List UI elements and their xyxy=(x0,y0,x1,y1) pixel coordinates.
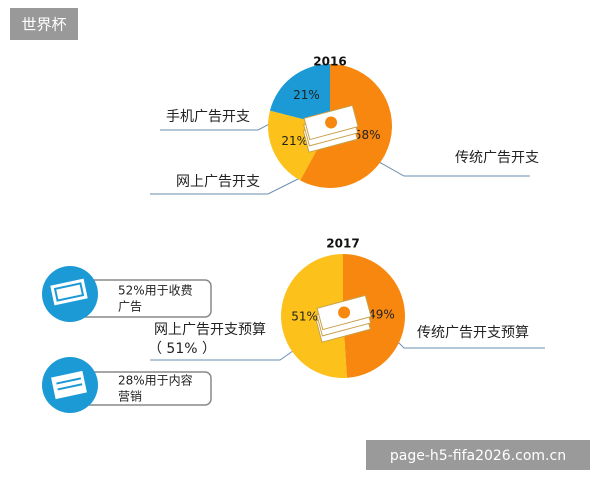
value-label: 51% xyxy=(291,310,318,324)
callout-text: 28%用于内容 xyxy=(118,373,193,388)
pie-slice xyxy=(269,64,330,126)
watermark: page-h5-fifa2026.com.cn xyxy=(390,448,566,464)
doc-icon xyxy=(56,377,82,385)
doc-icon xyxy=(51,370,87,400)
value-label: 21% xyxy=(281,134,308,148)
doc-icon xyxy=(57,383,83,391)
leader-line xyxy=(150,177,301,195)
value-label: 21% xyxy=(293,88,320,102)
pie-slice xyxy=(343,254,405,378)
pie-slice xyxy=(280,254,347,379)
money-icon xyxy=(302,104,359,153)
category-label: 网上广告开支预算 xyxy=(154,322,266,338)
money-icon xyxy=(315,294,372,343)
coin xyxy=(338,306,351,319)
chart-title: 2017 xyxy=(326,237,359,251)
value-label: 58% xyxy=(354,128,381,142)
callout-text: 营销 xyxy=(118,390,142,404)
bill-icon xyxy=(53,282,85,302)
badge: 世界杯 xyxy=(21,16,66,34)
category-label: 网上广告开支 xyxy=(176,174,260,190)
badge-bg xyxy=(10,8,78,40)
watermark-bg xyxy=(366,440,590,470)
callout-text: 广告 xyxy=(118,300,142,314)
category-label: 传统广告开支 xyxy=(455,150,539,166)
leader-line xyxy=(371,157,530,177)
value-label: 49% xyxy=(368,307,395,321)
coin xyxy=(325,116,338,129)
category-label: 传统广告开支预算 xyxy=(417,325,529,341)
callout-text: 52%用于收费 xyxy=(118,284,193,298)
annotation: （ 51% ） xyxy=(148,341,216,357)
bill-icon xyxy=(50,278,88,306)
chart-title: 2016 xyxy=(313,55,346,69)
category-label: 手机广告开支 xyxy=(166,109,250,125)
